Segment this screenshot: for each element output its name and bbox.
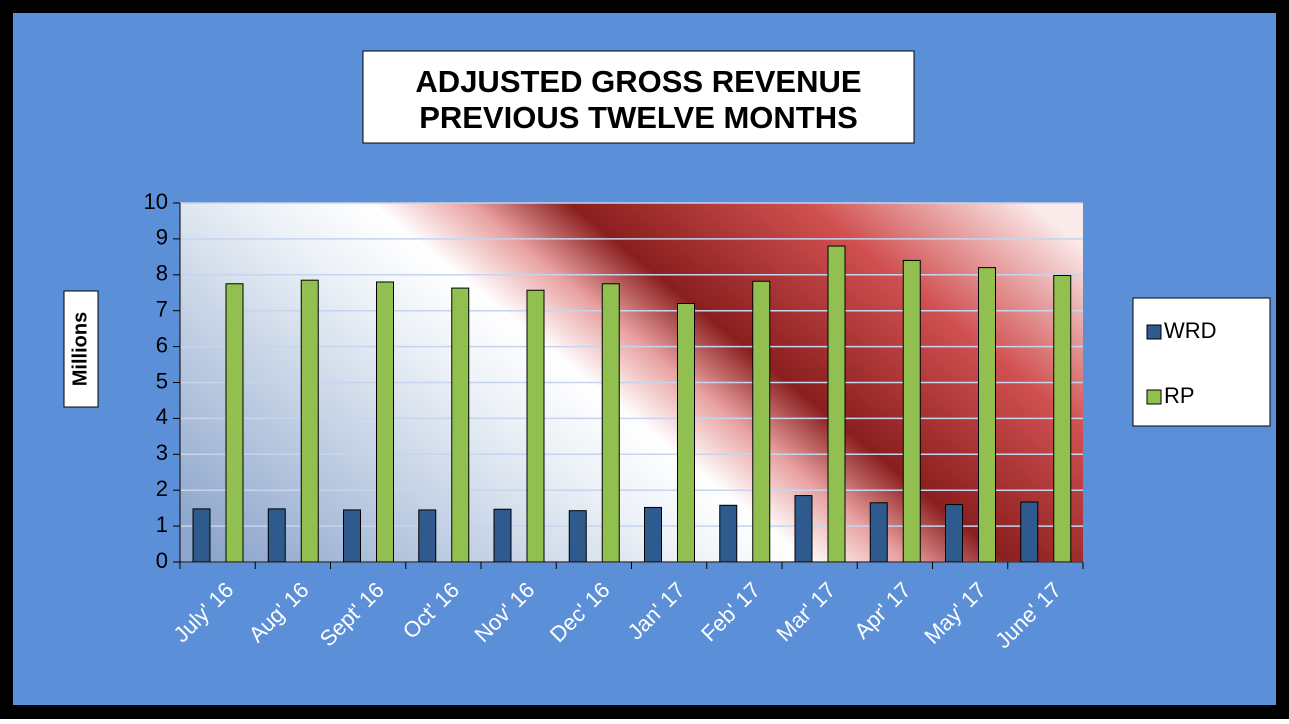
bar bbox=[752, 280, 771, 563]
bar bbox=[644, 506, 662, 563]
bar bbox=[493, 508, 512, 563]
y-tick-label: 3 bbox=[156, 440, 168, 465]
bar bbox=[300, 279, 319, 563]
bar bbox=[451, 287, 470, 563]
bar bbox=[945, 504, 963, 563]
bar bbox=[902, 259, 921, 563]
title-box bbox=[362, 50, 915, 144]
y-tick-label: 7 bbox=[156, 297, 168, 322]
y-tick-label: 5 bbox=[156, 368, 168, 393]
y-tick-label: 6 bbox=[156, 332, 168, 357]
y-tick-label: 4 bbox=[156, 404, 168, 429]
y-tick-label: 1 bbox=[156, 512, 168, 537]
legend-label: RP bbox=[1164, 383, 1195, 408]
bar bbox=[1053, 275, 1072, 563]
legend-swatch bbox=[1146, 324, 1162, 340]
chart-title: ADJUSTED GROSS REVENUE bbox=[415, 64, 861, 99]
bar bbox=[267, 508, 286, 563]
bar bbox=[1020, 501, 1039, 563]
legend-swatch bbox=[1146, 389, 1162, 405]
y-tick-label: 8 bbox=[156, 261, 168, 286]
bar bbox=[677, 303, 695, 563]
chart-title: PREVIOUS TWELVE MONTHS bbox=[419, 100, 858, 135]
y-tick-label: 0 bbox=[156, 548, 168, 573]
y-label-box bbox=[63, 290, 99, 408]
legend bbox=[1132, 297, 1271, 427]
bar bbox=[526, 289, 545, 563]
bar bbox=[568, 510, 587, 563]
y-tick-label: 2 bbox=[156, 476, 168, 501]
bar bbox=[827, 245, 846, 563]
bar bbox=[601, 283, 620, 563]
y-axis-label: Millions bbox=[69, 312, 91, 386]
y-tick-label: 9 bbox=[156, 225, 168, 250]
bar bbox=[192, 508, 211, 563]
bar bbox=[418, 509, 437, 563]
y-tick-label: 10 bbox=[144, 189, 168, 214]
bar bbox=[225, 283, 244, 563]
bar bbox=[376, 281, 394, 563]
bar bbox=[869, 502, 888, 563]
legend-label: WRD bbox=[1164, 318, 1217, 343]
bar bbox=[719, 504, 738, 563]
bar bbox=[794, 495, 813, 563]
bar bbox=[343, 509, 361, 563]
bar bbox=[978, 267, 996, 563]
